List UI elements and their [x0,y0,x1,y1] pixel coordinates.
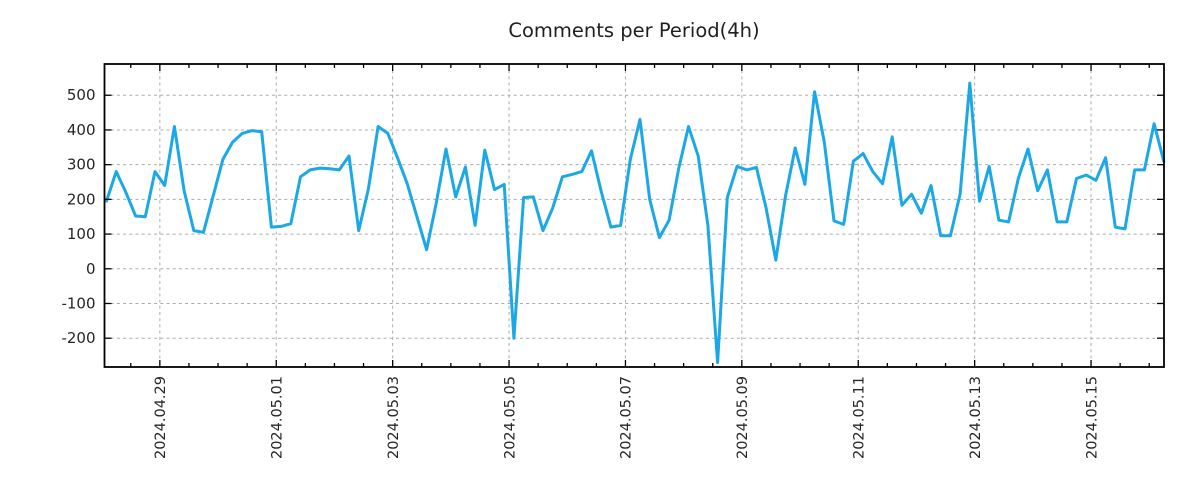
y-tick-label: -200 [61,329,95,347]
y-tick-label: 200 [67,190,96,208]
x-tick-label: 2024.05.09 [735,376,751,459]
grid-lines [104,64,1164,367]
y-tick-label: -100 [61,294,95,312]
y-tick-label: 500 [67,86,96,104]
x-tick-label: 2024.05.11 [851,376,867,459]
x-tick-label: 2024.05.01 [269,376,285,459]
series-line-layer [105,81,1166,364]
y-tick-label: 100 [67,225,96,243]
x-tick-label: 2024.05.15 [1084,376,1100,459]
comments-series-line [105,81,1166,364]
x-tick-label: 2024.04.29 [153,376,169,459]
y-tick-label: 400 [67,121,96,139]
x-tick-label: 2024.05.13 [968,376,984,459]
x-tick-label: 2024.05.03 [386,376,402,459]
y-tick-label: 300 [67,156,96,174]
y-tick-label: 0 [86,260,96,278]
chart-title: Comments per Period(4h) [508,19,759,42]
x-tick-label: 2024.05.05 [502,376,518,459]
tick-labels-layer: -200 -100 0 100 200 300 400 500 2024.04.29 2024.0… [61,86,1100,459]
x-tick-label: 2024.05.07 [619,376,635,459]
axes-layer [103,63,1165,368]
plot-border [103,63,1165,368]
